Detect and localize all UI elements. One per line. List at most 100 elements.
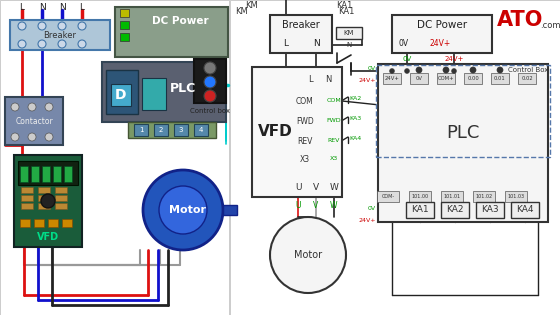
Text: FWD: FWD <box>296 117 314 125</box>
Bar <box>34 219 44 227</box>
Bar <box>21 195 33 201</box>
Bar <box>378 64 548 222</box>
Text: PLC: PLC <box>446 124 480 142</box>
Text: KA1: KA1 <box>336 1 352 9</box>
Text: KA3: KA3 <box>350 117 362 122</box>
Text: 0V: 0V <box>403 56 412 62</box>
Bar <box>53 166 61 182</box>
Circle shape <box>18 40 26 48</box>
Text: KA1: KA1 <box>338 7 354 15</box>
Bar <box>111 84 131 106</box>
Bar <box>31 166 39 182</box>
Text: Control Box: Control Box <box>507 67 548 73</box>
Text: L: L <box>20 3 25 12</box>
Circle shape <box>28 103 36 111</box>
Text: N: N <box>39 3 45 12</box>
Bar <box>377 191 399 202</box>
Bar <box>518 73 536 84</box>
Bar <box>128 122 216 138</box>
Circle shape <box>416 67 422 73</box>
Text: Breaker: Breaker <box>44 31 77 39</box>
Bar <box>106 70 138 114</box>
Text: 3: 3 <box>179 127 183 133</box>
Text: KA2: KA2 <box>350 96 362 101</box>
Text: FWD: FWD <box>326 118 341 123</box>
Text: Breaker: Breaker <box>282 20 320 30</box>
Text: L: L <box>80 3 85 12</box>
Circle shape <box>497 67 503 73</box>
Bar <box>410 73 428 84</box>
Bar <box>55 187 67 193</box>
Bar <box>194 124 208 136</box>
Text: VFD: VFD <box>37 232 59 242</box>
Text: .com: .com <box>540 20 560 30</box>
Bar <box>392 15 492 53</box>
Bar <box>174 124 188 136</box>
Bar <box>476 202 504 218</box>
Bar <box>120 21 129 29</box>
Text: 101.00: 101.00 <box>412 193 428 198</box>
Text: 2: 2 <box>159 127 163 133</box>
Circle shape <box>78 40 86 48</box>
Bar <box>409 191 431 202</box>
Text: KA3: KA3 <box>481 205 499 215</box>
Circle shape <box>451 68 456 73</box>
Circle shape <box>28 133 36 141</box>
Text: 101.02: 101.02 <box>475 193 493 198</box>
Circle shape <box>204 62 216 74</box>
Text: 1: 1 <box>139 127 143 133</box>
Text: Contactor: Contactor <box>15 117 53 125</box>
Circle shape <box>45 133 53 141</box>
Bar <box>10 20 110 50</box>
Circle shape <box>18 22 26 30</box>
Text: 0.02: 0.02 <box>521 76 533 81</box>
Bar <box>20 219 30 227</box>
Text: DC Power: DC Power <box>152 16 209 26</box>
Text: KM: KM <box>344 30 354 36</box>
Bar <box>48 219 58 227</box>
Text: 101.01: 101.01 <box>444 193 460 198</box>
Circle shape <box>41 194 55 208</box>
Circle shape <box>470 67 476 73</box>
Text: KA2: KA2 <box>446 205 464 215</box>
Bar <box>38 187 50 193</box>
Text: 0V: 0V <box>368 66 376 71</box>
Text: 0.01: 0.01 <box>494 76 506 81</box>
Text: V: V <box>313 182 319 192</box>
Text: N: N <box>312 38 319 48</box>
Text: 24V+: 24V+ <box>430 39 451 49</box>
Text: KM: KM <box>246 1 258 9</box>
Circle shape <box>38 40 46 48</box>
Text: D: D <box>115 88 127 102</box>
Bar <box>511 202 539 218</box>
Bar <box>441 191 463 202</box>
Circle shape <box>159 186 207 234</box>
Text: VFD: VFD <box>258 124 292 140</box>
Text: KA4: KA4 <box>516 205 534 215</box>
Bar <box>5 97 63 145</box>
Bar <box>120 9 129 17</box>
Circle shape <box>58 22 66 30</box>
Bar <box>252 67 342 197</box>
Circle shape <box>78 22 86 30</box>
Circle shape <box>58 40 66 48</box>
Circle shape <box>270 217 346 293</box>
Bar <box>20 166 28 182</box>
Circle shape <box>390 68 394 73</box>
Text: ATO: ATO <box>497 10 543 30</box>
Text: Control box: Control box <box>190 108 230 114</box>
Bar <box>115 7 228 57</box>
Text: U: U <box>295 182 301 192</box>
Text: W: W <box>330 182 338 192</box>
Bar <box>505 191 527 202</box>
Text: N: N <box>325 75 331 83</box>
Bar <box>406 202 434 218</box>
Bar <box>38 195 50 201</box>
Text: U: U <box>295 202 301 210</box>
Bar <box>0 0 229 315</box>
Bar <box>464 73 482 84</box>
Bar <box>383 73 401 84</box>
Text: W: W <box>330 202 338 210</box>
Bar <box>441 202 469 218</box>
Bar <box>64 166 72 182</box>
